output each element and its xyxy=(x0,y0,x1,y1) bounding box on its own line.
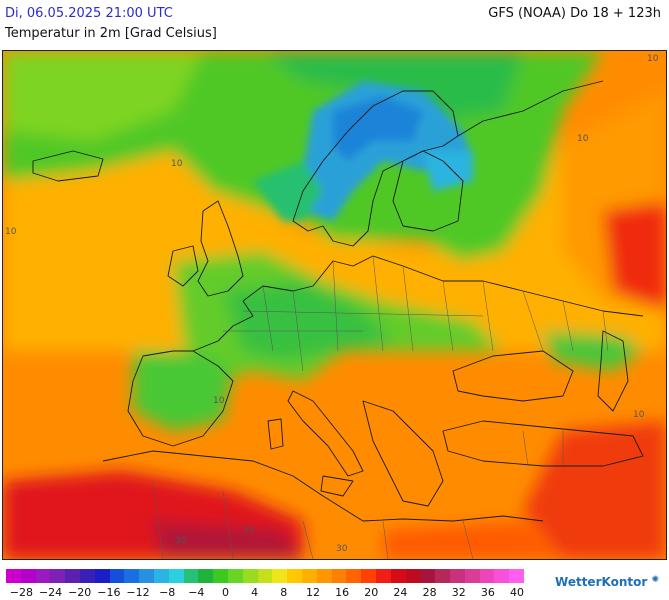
isotherm-label: 30 xyxy=(336,544,348,554)
color-swatch xyxy=(65,569,80,583)
map-canvas: 10 10 10 10 10 10 30 30 30 xyxy=(3,51,666,559)
color-swatch xyxy=(168,569,184,583)
forecast-datetime: Di, 06.05.2025 21:00 UTC xyxy=(5,6,173,21)
isotherm-label: 30 xyxy=(175,536,187,546)
color-scale-tick: 8 xyxy=(280,586,288,599)
isotherm-label: 10 xyxy=(633,410,645,420)
color-scale-tick: 0 xyxy=(221,586,229,599)
color-swatch xyxy=(390,569,406,583)
color-swatch xyxy=(109,569,125,583)
color-scale-tick: 40 xyxy=(510,586,525,599)
isotherm-label: 10 xyxy=(5,227,17,237)
color-scale-tick: −4 xyxy=(188,586,205,599)
color-swatch xyxy=(183,569,199,583)
color-scale-tick: 32 xyxy=(451,586,466,599)
color-swatch xyxy=(494,569,510,583)
color-swatch xyxy=(375,569,391,583)
color-scale-tick: 12 xyxy=(305,586,320,599)
color-scale-tick: 24 xyxy=(393,586,408,599)
color-scale-tick: 4 xyxy=(251,586,259,599)
color-swatch xyxy=(331,569,347,583)
color-scale-tick: −20 xyxy=(68,586,92,599)
color-swatch xyxy=(153,569,169,583)
color-scale-tick: 16 xyxy=(335,586,350,599)
color-scale-tick: −12 xyxy=(126,586,150,599)
color-swatch xyxy=(124,569,140,583)
color-swatch xyxy=(94,569,110,583)
color-swatch xyxy=(346,569,362,583)
color-swatch xyxy=(479,569,495,583)
color-swatch xyxy=(35,569,51,583)
color-swatch xyxy=(405,569,421,583)
color-swatch xyxy=(301,569,317,583)
isotherm-label: 10 xyxy=(647,54,659,64)
color-swatch xyxy=(227,569,243,583)
color-swatch xyxy=(272,569,288,583)
color-scale-tick: 28 xyxy=(422,586,437,599)
color-swatch xyxy=(6,569,21,583)
color-swatch xyxy=(79,569,95,583)
color-swatch xyxy=(435,569,450,583)
temperature-map: 10 10 10 10 10 10 30 30 30 xyxy=(2,50,667,560)
color-swatch xyxy=(287,569,302,583)
model-run-label: GFS (NOAA) Do 18 + 123h xyxy=(488,6,661,21)
color-scale-tick: −28 xyxy=(9,586,33,599)
color-swatch xyxy=(242,569,258,583)
coastlines xyxy=(32,80,644,522)
color-swatch xyxy=(257,569,273,583)
color-swatch xyxy=(316,569,332,583)
color-swatch xyxy=(139,569,154,583)
color-swatch xyxy=(361,569,376,583)
color-swatch xyxy=(464,569,480,583)
isotherm-label: 10 xyxy=(577,134,589,144)
color-swatch xyxy=(20,569,36,583)
color-swatch xyxy=(449,569,465,583)
color-scale-tick: −16 xyxy=(97,586,121,599)
color-swatch xyxy=(50,569,66,583)
color-scale-labels: −28 −24 −20 −16 −12 −8 −4 0 4 8 12 16 20 24 28 32 36 40 xyxy=(0,586,669,600)
color-scale-tick: 20 xyxy=(364,586,379,599)
color-scale-tick: −24 xyxy=(38,586,63,599)
isotherm-label: 30 xyxy=(243,526,255,536)
isotherm-label: 10 xyxy=(171,159,183,169)
wetterkontor-logo: WetterKontor ✺ xyxy=(555,575,659,589)
brand-name: WetterKontor xyxy=(555,575,648,589)
color-scale-tick: 36 xyxy=(480,586,495,599)
color-scale xyxy=(6,569,524,583)
color-scale-tick: −8 xyxy=(159,586,176,599)
isotherm-label: 10 xyxy=(213,396,225,406)
parameter-title: Temperatur in 2m [Grad Celsius] xyxy=(5,26,217,41)
color-swatch xyxy=(198,569,214,583)
color-swatch xyxy=(420,569,436,583)
sun-dots-icon: ✺ xyxy=(651,575,659,585)
color-swatch xyxy=(213,569,228,583)
color-swatch xyxy=(509,569,524,583)
isotherm-labels: 10 10 10 10 10 10 30 30 30 xyxy=(5,54,659,554)
country-borders xyxy=(152,255,609,559)
